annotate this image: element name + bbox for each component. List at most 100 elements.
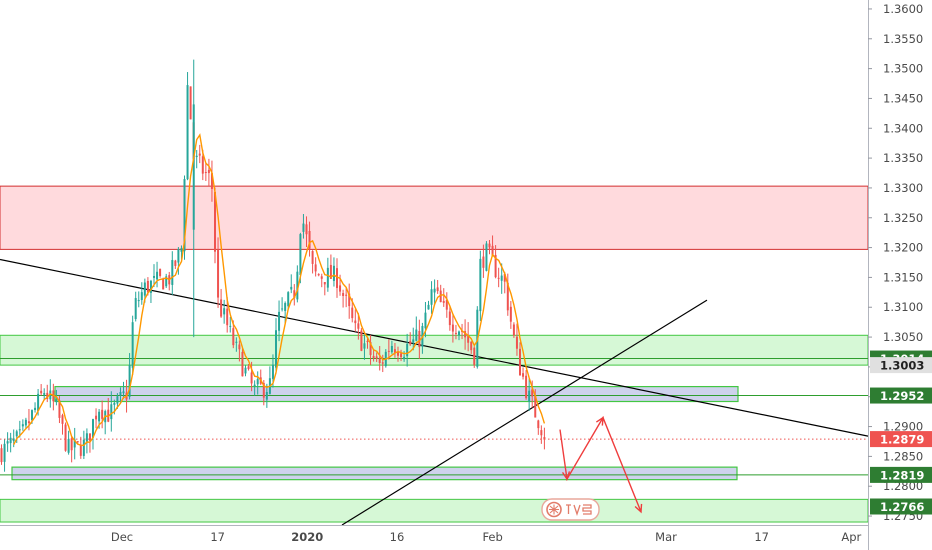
candle xyxy=(363,335,366,360)
candle xyxy=(275,318,277,375)
candle xyxy=(451,314,454,343)
candle xyxy=(268,366,271,395)
candle xyxy=(458,330,460,341)
candle xyxy=(442,288,445,307)
candle xyxy=(470,341,473,354)
candle xyxy=(522,367,525,380)
price-tick-label: 1.3300 xyxy=(883,181,923,195)
svg-text:1.2952: 1.2952 xyxy=(880,389,924,403)
candle xyxy=(165,273,168,288)
candle xyxy=(214,187,216,264)
candle xyxy=(464,319,467,350)
svg-text:1.2879: 1.2879 xyxy=(880,433,924,447)
candle xyxy=(137,291,140,308)
candle xyxy=(348,283,351,319)
time-tick-label: Feb xyxy=(482,530,502,544)
time-tick-label: Dec xyxy=(111,530,133,544)
candle xyxy=(21,419,24,431)
price-label-1.2879: 1.2879 xyxy=(870,431,932,448)
time-axis[interactable] xyxy=(0,525,868,550)
candle xyxy=(345,288,348,308)
candle xyxy=(320,273,323,288)
price-tick-label: 1.3150 xyxy=(883,270,923,284)
candle xyxy=(171,251,174,296)
candle xyxy=(543,427,546,450)
price-tick-label: 1.3500 xyxy=(883,62,923,76)
time-tick-label: Mar xyxy=(655,530,677,544)
candle xyxy=(467,322,470,352)
candle xyxy=(479,250,482,322)
support-zone-upper xyxy=(0,334,869,366)
price-label-1.2766: 1.2766 xyxy=(870,498,932,515)
time-tick-label: 16 xyxy=(390,530,405,544)
candle xyxy=(406,333,409,367)
candle xyxy=(342,289,345,308)
candle xyxy=(436,279,439,294)
candle xyxy=(403,351,406,362)
candle xyxy=(250,361,253,392)
candle xyxy=(448,305,451,331)
candle xyxy=(302,214,305,239)
candle xyxy=(409,332,412,346)
candle xyxy=(366,338,369,349)
candle xyxy=(186,72,189,181)
candle xyxy=(40,384,43,396)
candle xyxy=(244,365,247,377)
candle xyxy=(9,432,12,453)
candle xyxy=(204,163,207,181)
price-axis[interactable] xyxy=(868,0,932,550)
candle xyxy=(412,327,415,351)
candle xyxy=(207,158,210,187)
moving-average-line xyxy=(13,133,546,447)
price-label-1.3003: 1.3003 xyxy=(870,357,932,374)
candle xyxy=(256,371,259,395)
candle xyxy=(122,381,125,399)
candle xyxy=(189,86,192,120)
ascending-trendline[interactable] xyxy=(341,299,708,526)
candle xyxy=(177,247,180,275)
candle xyxy=(149,279,152,304)
candle xyxy=(6,432,9,452)
price-tick-label: 1.3050 xyxy=(883,330,923,344)
candle xyxy=(95,408,98,429)
candle xyxy=(323,281,326,296)
candle xyxy=(287,291,290,310)
candle xyxy=(73,427,76,460)
candle xyxy=(506,273,509,316)
candle xyxy=(253,380,256,396)
candle xyxy=(525,370,528,400)
candle xyxy=(519,342,521,376)
candle xyxy=(329,254,332,279)
candle xyxy=(223,299,226,324)
candle xyxy=(278,300,281,342)
candle xyxy=(183,175,186,260)
candle xyxy=(131,315,134,376)
candle xyxy=(296,265,299,303)
candle xyxy=(162,277,165,290)
candle xyxy=(238,340,241,362)
price-tick-label: 1.3450 xyxy=(883,91,923,105)
candle xyxy=(159,268,162,278)
candle xyxy=(415,316,418,342)
candle xyxy=(497,267,500,288)
candle xyxy=(314,257,317,277)
candle xyxy=(488,240,491,255)
price-label-1.2819: 1.2819 xyxy=(870,466,932,483)
price-tick-label: 1.2900 xyxy=(883,420,923,434)
candle xyxy=(88,433,91,453)
candle xyxy=(439,284,442,303)
candle xyxy=(247,363,250,371)
candle xyxy=(454,324,457,340)
candle xyxy=(79,436,82,459)
time-tick-label: 2020 xyxy=(291,530,323,544)
candle xyxy=(134,291,137,322)
candle xyxy=(85,428,88,454)
candle xyxy=(104,409,107,435)
candle xyxy=(210,160,213,202)
candle xyxy=(427,300,430,310)
arrowhead-3 xyxy=(634,503,643,514)
candle xyxy=(378,346,381,371)
candle xyxy=(433,279,436,306)
level-box-2-2819 xyxy=(11,466,738,481)
